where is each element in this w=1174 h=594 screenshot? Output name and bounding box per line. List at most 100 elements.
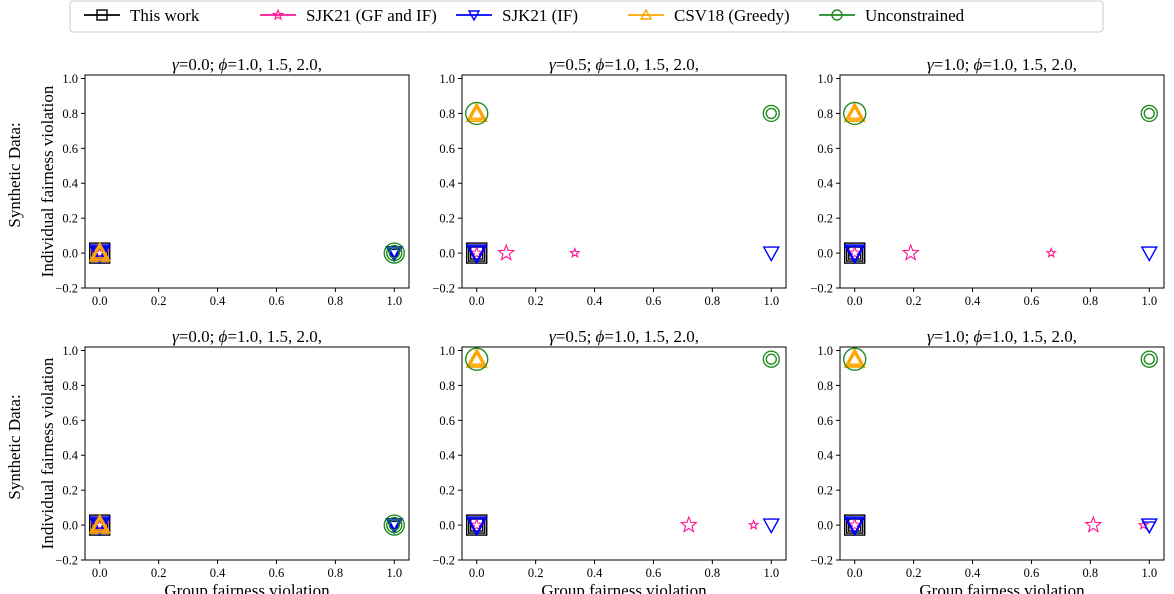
- data-point: [1143, 107, 1155, 120]
- panel-title: γ=1.0; ϕ=1.0, 1.5, 2.0,: [927, 55, 1077, 74]
- y-tick-label: 1.0: [62, 344, 78, 358]
- data-point: [90, 243, 109, 261]
- data-point: [88, 513, 111, 534]
- x-axis-label: Group fairness violation: [541, 581, 707, 594]
- panel-title: γ=0.0; ϕ=1.0, 1.5, 2.0,: [172, 327, 322, 346]
- data-point: [465, 244, 488, 265]
- plot-area: [84, 346, 410, 561]
- panels: 0.0 0.2 0.4 0.6 0.8 1.0 −0.2 0.0 0.2 0.4 0.6 0.8 1.0…: [38, 55, 1165, 594]
- x-tick-label: 0.4: [587, 294, 603, 308]
- legend-entry-sjk21-if: SJK21 (IF): [456, 6, 578, 25]
- x-axis-label: Group fairness violation: [164, 581, 330, 594]
- x-tick-label: 0.8: [705, 566, 721, 580]
- series-csv18-greedy: [88, 513, 111, 534]
- data-point: [762, 246, 780, 263]
- x-tick-label: 0.6: [646, 566, 662, 580]
- series-unconstrained: [843, 347, 1158, 371]
- data-point: [465, 347, 488, 368]
- x-tick-label: 1.0: [1141, 294, 1157, 308]
- data-point: [843, 347, 867, 371]
- y-tick-label: 0.2: [62, 212, 78, 226]
- series-unconstrained: [465, 347, 780, 371]
- plot-area: [461, 346, 787, 561]
- data-point: [469, 105, 484, 119]
- data-point: [845, 103, 864, 121]
- y-tick-label: 0.2: [439, 212, 455, 226]
- data-point: [843, 101, 867, 126]
- x-tick-label: 0.8: [1083, 294, 1099, 308]
- x-tick-label: 0.6: [269, 566, 285, 580]
- x-tick-label: 0.4: [587, 566, 603, 580]
- data-point: [845, 517, 864, 535]
- legend-marker: [639, 8, 653, 20]
- data-point: [465, 347, 489, 371]
- series-unconstrained: [465, 101, 780, 126]
- x-tick-label: 0.0: [469, 566, 485, 580]
- y-tick-label: 0.6: [817, 414, 833, 428]
- data-point: [90, 515, 109, 533]
- series-csv18-greedy: [843, 101, 866, 123]
- data-point: [465, 101, 488, 123]
- data-point: [847, 351, 862, 365]
- legend-label: This work: [130, 6, 200, 25]
- data-point: [762, 104, 780, 123]
- x-tick-label: 0.2: [528, 294, 544, 308]
- plot-area: [839, 74, 1165, 289]
- x-tick-label: 0.2: [528, 566, 544, 580]
- data-point: [383, 242, 405, 264]
- data-point: [1142, 521, 1157, 535]
- x-tick-label: 1.0: [386, 294, 402, 308]
- data-point: [901, 243, 920, 261]
- y-tick-label: 0.4: [817, 177, 833, 191]
- data-point: [467, 349, 486, 367]
- data-point: [385, 517, 404, 535]
- data-point: [469, 517, 484, 532]
- data-point: [88, 241, 111, 262]
- data-point: [465, 516, 488, 537]
- data-point: [843, 516, 866, 537]
- data-point: [465, 101, 489, 126]
- legend-frame: [69, 0, 1104, 33]
- data-point: [847, 105, 862, 119]
- data-point: [383, 514, 405, 536]
- y-tick-label: 0.0: [439, 519, 455, 533]
- x-tick-label: 0.8: [705, 294, 721, 308]
- x-tick-label: 0.4: [210, 294, 226, 308]
- legend-label: SJK21 (GF and IF): [306, 6, 437, 25]
- x-tick-label: 0.0: [469, 294, 485, 308]
- data-point: [386, 516, 403, 534]
- x-tick-label: 0.0: [92, 294, 108, 308]
- series-sjk21-if: [465, 244, 780, 265]
- x-tick-label: 0.6: [646, 294, 662, 308]
- plot-area: [84, 74, 410, 289]
- data-point: [92, 517, 107, 531]
- x-tick-label: 1.0: [763, 294, 779, 308]
- panel-3: 0.0 0.2 0.4 0.6 0.8 1.0 −0.2 0.0 0.2 0.4 0.6 0.8 1.0…: [810, 55, 1165, 308]
- y-tick-label: 0.4: [62, 449, 78, 463]
- data-point: [92, 245, 107, 259]
- y-tick-label: 0.0: [62, 247, 78, 261]
- series-csv18-greedy: [465, 347, 488, 368]
- data-point: [1140, 350, 1158, 368]
- y-tick-label: 0.8: [439, 379, 455, 393]
- y-tick-label: 0.6: [817, 142, 833, 156]
- y-tick-label: −0.2: [810, 282, 833, 296]
- y-axis-label: Individual fairness violation: [38, 357, 57, 549]
- data-point: [847, 517, 862, 532]
- y-tick-label: 0.6: [439, 414, 455, 428]
- y-tick-label: 0.8: [817, 107, 833, 121]
- legend-marker: [467, 10, 481, 22]
- data-point: [386, 244, 403, 262]
- x-tick-label: 0.4: [965, 566, 981, 580]
- y-tick-label: −0.2: [55, 282, 78, 296]
- panel-5: 0.0 0.2 0.4 0.6 0.8 1.0 −0.2 0.0 0.2 0.4 0.6 0.8 1.0…: [432, 327, 787, 594]
- data-point: [1143, 353, 1155, 365]
- data-point: [497, 243, 516, 261]
- y-tick-label: 0.4: [817, 449, 833, 463]
- y-tick-label: 0.0: [439, 247, 455, 261]
- series-unconstrained: [383, 514, 405, 536]
- data-point: [765, 353, 777, 365]
- y-tick-label: 0.4: [62, 177, 78, 191]
- data-point: [762, 350, 780, 368]
- y-tick-label: 0.2: [62, 484, 78, 498]
